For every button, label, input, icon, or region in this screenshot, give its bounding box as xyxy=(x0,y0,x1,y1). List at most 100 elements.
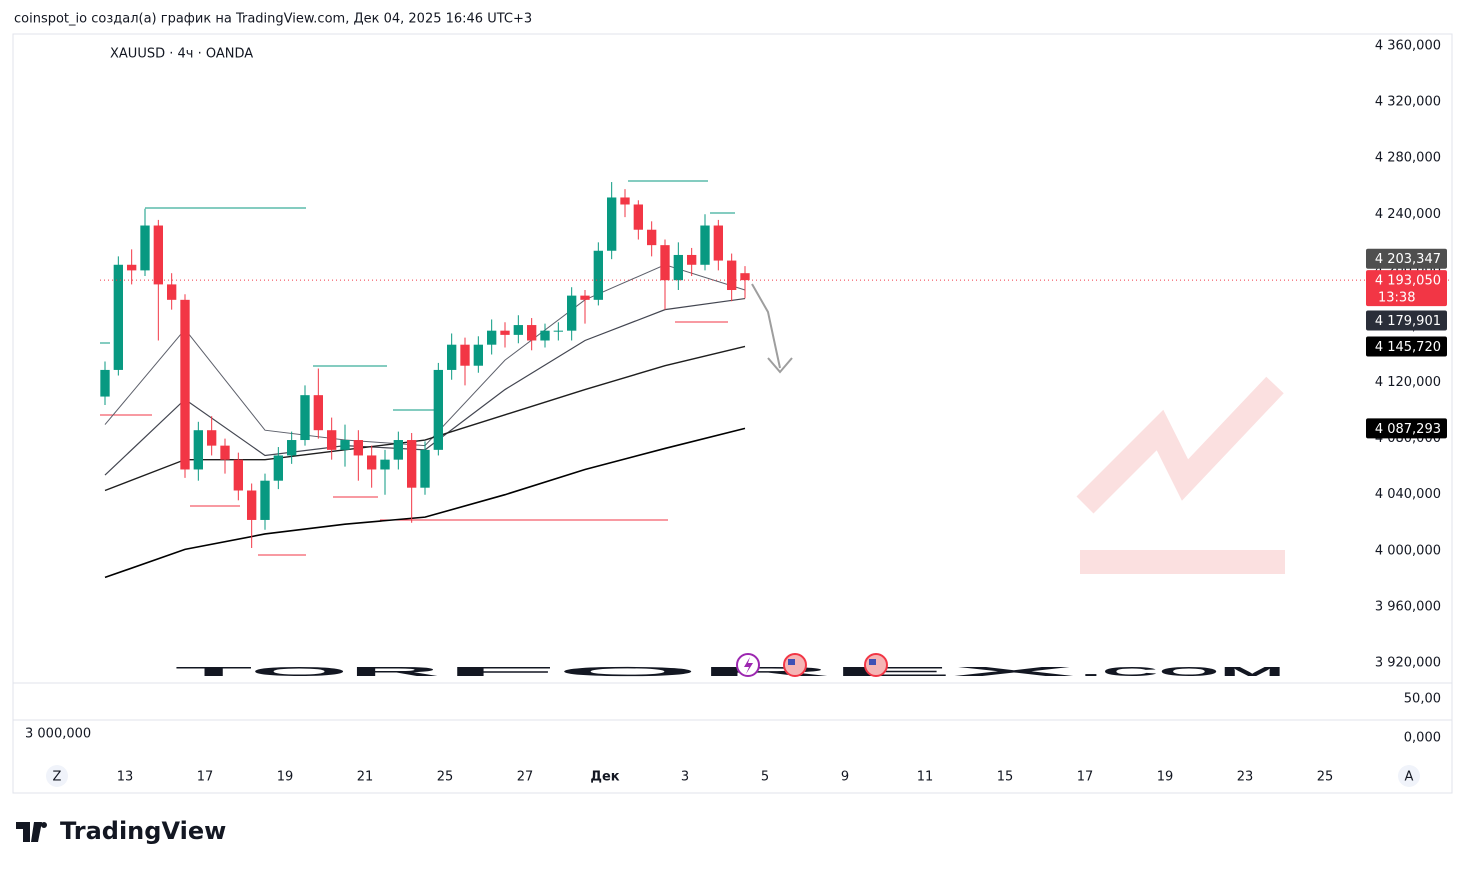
watermark: TOR FOREX .COM xyxy=(175,376,1285,679)
candle-body xyxy=(593,250,603,300)
candle-body xyxy=(460,344,470,366)
candle-body xyxy=(740,273,750,281)
event-icon xyxy=(744,657,753,674)
brand: TradingView xyxy=(60,817,226,845)
candle-body xyxy=(167,284,177,300)
frame xyxy=(12,33,1453,794)
x-tick-label: 5 xyxy=(761,770,769,785)
caption: coinspot_io создал(а) график на TradingV… xyxy=(14,12,532,27)
candle-body xyxy=(260,480,270,520)
candle-body xyxy=(407,440,417,488)
countdown: 13:38 xyxy=(1378,291,1415,306)
candle-body xyxy=(567,295,577,331)
candle-body xyxy=(340,440,350,450)
price-label: 4 087,293 xyxy=(1375,422,1441,437)
price-label: 4 193,050 xyxy=(1375,274,1441,289)
time-button[interactable] xyxy=(46,765,68,787)
price-label: 4 145,720 xyxy=(1375,340,1441,355)
y-tick-label: 3 920,000 xyxy=(1375,655,1441,670)
candle-body xyxy=(153,225,163,285)
candle-body xyxy=(633,204,643,230)
x-tick-label: 27 xyxy=(517,770,534,785)
watermark-text: .COM xyxy=(1080,664,1285,679)
candle-body xyxy=(727,260,737,291)
x-tick-label: 21 xyxy=(357,770,374,785)
candle-body xyxy=(660,245,670,281)
candle-body xyxy=(180,299,190,470)
candle-body xyxy=(700,225,710,265)
x-tick-label: 25 xyxy=(1317,770,1334,785)
candle-body xyxy=(100,369,110,397)
candle-body xyxy=(447,344,457,370)
plot xyxy=(100,182,1450,579)
y-tick-label: 4 280,000 xyxy=(1375,151,1441,166)
volume-label: 3 000,000 xyxy=(25,727,91,742)
candle-body xyxy=(220,445,230,460)
x-tick-label: 19 xyxy=(277,770,294,785)
candle-body xyxy=(287,440,297,456)
x-tick-label: Дек xyxy=(590,770,619,785)
logo-mark xyxy=(16,822,47,842)
candle-body xyxy=(327,430,337,450)
y-tick-label: 4 240,000 xyxy=(1375,207,1441,222)
candle-body xyxy=(140,225,150,271)
x-tick-label: 17 xyxy=(197,770,214,785)
candle-body xyxy=(393,440,403,460)
price-label-box xyxy=(1366,336,1447,357)
candle-body xyxy=(433,369,443,450)
candle-body xyxy=(673,254,683,281)
x-tick-label: 3 xyxy=(681,770,689,785)
moving-average xyxy=(104,264,746,447)
y-tick-label: 4 040,000 xyxy=(1375,487,1441,502)
candle-body xyxy=(420,449,430,488)
candle-body xyxy=(513,325,523,335)
pane-tick-label: 50,00 xyxy=(1404,692,1441,707)
candle-body xyxy=(540,330,550,341)
watermark-text: FOREX xyxy=(445,664,1079,679)
y-tick-label: 4 000,000 xyxy=(1375,543,1441,558)
candle-body xyxy=(473,344,483,366)
candle-body xyxy=(193,430,203,470)
candle-body xyxy=(233,459,243,491)
x-tick-label: 17 xyxy=(1077,770,1094,785)
candle-body xyxy=(113,264,123,370)
candle-body xyxy=(273,455,283,481)
price-label: 4 203,347 xyxy=(1375,252,1441,267)
candle-body xyxy=(353,440,363,456)
candle-body xyxy=(647,229,657,246)
watermark-logo xyxy=(1076,376,1284,514)
x-tick-label: 15 xyxy=(997,770,1014,785)
candle-body xyxy=(607,197,617,251)
x-tick-label: 13 xyxy=(117,770,134,785)
time-button-label[interactable]: Z xyxy=(53,770,62,785)
candle-body xyxy=(500,330,510,335)
candle-body xyxy=(620,197,630,205)
events xyxy=(736,653,888,677)
time-button-label[interactable]: A xyxy=(1405,770,1414,785)
candle-body xyxy=(207,430,217,446)
y-tick-label: 4 120,000 xyxy=(1375,375,1441,390)
event-icon xyxy=(869,659,876,665)
x-tick-label: 25 xyxy=(437,770,454,785)
time-button[interactable] xyxy=(1398,765,1420,787)
watermark-text: TOR xyxy=(175,664,446,679)
y-tick-label: 4 320,000 xyxy=(1375,95,1441,110)
moving-average xyxy=(104,427,746,579)
price-label-box xyxy=(1366,248,1447,269)
y-tick-label: 4 360,000 xyxy=(1375,39,1441,54)
y-tick-label: 3 960,000 xyxy=(1375,599,1441,614)
price-label-box xyxy=(1366,270,1447,307)
candle-body xyxy=(367,455,377,470)
candle-body xyxy=(247,490,257,520)
moving-average xyxy=(104,345,746,492)
watermark-logo xyxy=(1080,550,1285,574)
candle-body xyxy=(687,254,697,265)
price-label: 4 179,901 xyxy=(1375,314,1441,329)
levels xyxy=(100,180,735,556)
price-label-box xyxy=(1366,418,1447,439)
candle-body xyxy=(713,225,723,261)
candle-body xyxy=(127,264,137,271)
candle-body xyxy=(313,395,323,431)
candle-body xyxy=(300,395,310,441)
